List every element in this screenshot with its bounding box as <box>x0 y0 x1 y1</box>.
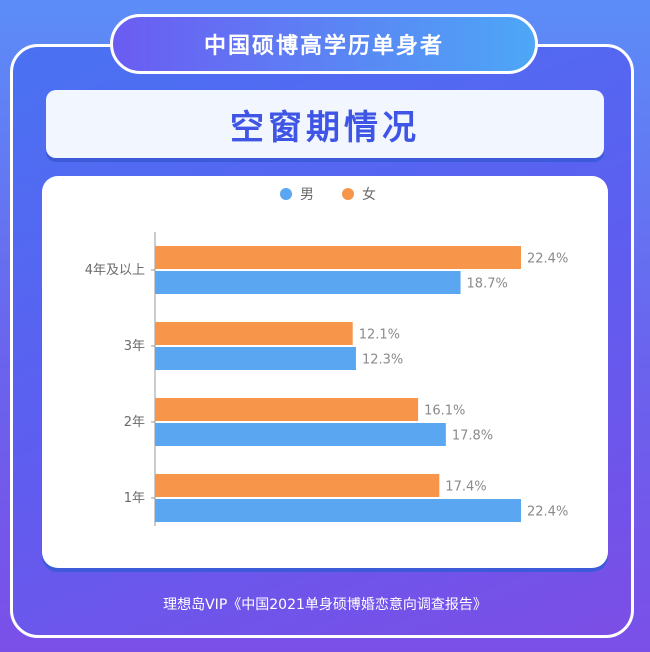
legend-label-2: 女 <box>362 186 376 203</box>
legend-swatch-2 <box>342 188 354 200</box>
bar-female <box>155 398 419 421</box>
page-title: 空窗期情况 <box>230 107 420 148</box>
category-label: 4年及以上 <box>85 263 145 278</box>
data-label: 16.1% <box>424 404 465 419</box>
data-label: 12.3% <box>362 353 403 368</box>
bar-male <box>155 499 521 522</box>
data-label: 18.7% <box>467 277 508 292</box>
source-note: 理想岛VIP《中国2021单身硕博婚恋意向调查报告》 <box>163 597 487 613</box>
legend-label-1: 男 <box>300 187 314 203</box>
data-label: 22.4% <box>527 252 568 267</box>
bar-female <box>155 474 440 497</box>
chart-card: 男 女 4年及以上 22.4% 18.7% 3年 12.1% 12.3% 2年 16.1% 17.8… <box>42 176 608 568</box>
subtitle-text: 中国硕博高学历单身者 <box>203 34 444 59</box>
bar-male <box>155 423 446 446</box>
data-label: 17.8% <box>452 429 493 444</box>
legend-swatch-1 <box>280 188 292 200</box>
category-label: 2年 <box>124 415 145 430</box>
bar-male <box>155 347 356 370</box>
data-label: 22.4% <box>527 505 568 520</box>
data-label: 12.1% <box>359 328 400 343</box>
data-label: 17.4% <box>445 480 486 495</box>
category-label: 3年 <box>124 339 145 354</box>
bar-male <box>155 271 461 294</box>
bar-female <box>155 322 353 345</box>
bar-chart: 男 女 4年及以上 22.4% 18.7% 3年 12.1% 12.3% 2年 16.1% 17.8… <box>85 186 568 526</box>
category-label: 1年 <box>124 491 145 506</box>
title-banner: 空窗期情况 <box>46 90 604 158</box>
bar-female <box>155 246 521 269</box>
subtitle-banner: 中国硕博高学历单身者 <box>110 14 538 74</box>
